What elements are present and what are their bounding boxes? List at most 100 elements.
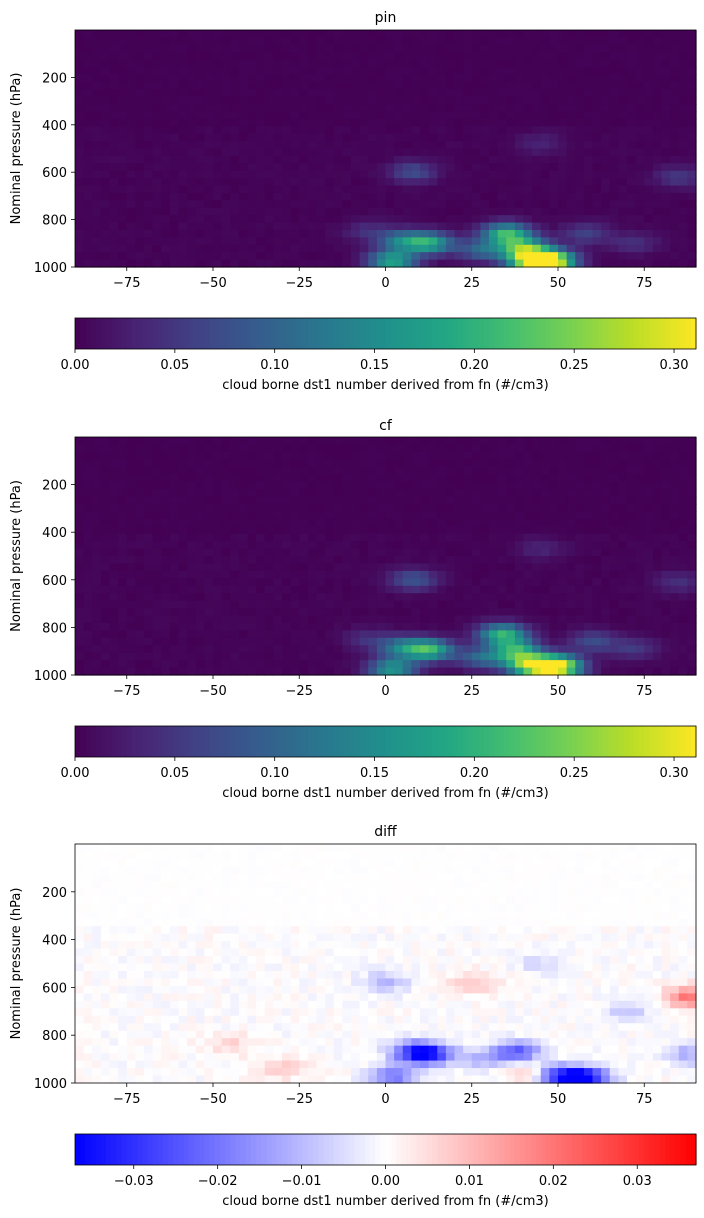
heatmap-cell [83,148,93,157]
heatmap-cell [100,163,111,172]
heatmap-cell [601,229,611,238]
heatmap-cell [523,37,533,46]
heatmap-cell [213,481,223,490]
heatmap-cell [687,163,697,172]
heatmap-cell [204,578,214,587]
heatmap-cell [238,89,249,98]
heatmap-cell [100,67,111,76]
heatmap-cell [445,630,456,639]
heatmap-cell [627,459,637,468]
heatmap-cell [152,178,162,187]
heatmap-cell [618,652,628,661]
heatmap-cell [109,222,119,231]
heatmap-cell [290,630,300,639]
heatmap-cell [100,563,111,572]
colorbar-segment [556,318,563,349]
heatmap-cell [652,185,663,194]
heatmap-cell [687,252,697,261]
heatmap-cell [566,622,576,631]
heatmap-cell [394,30,404,39]
heatmap-cell [618,178,628,187]
heatmap-cell [618,667,628,676]
heatmap-cell [359,59,369,68]
heatmap-cell [230,541,240,550]
heatmap-cell [428,533,438,542]
heatmap-cell [204,481,214,490]
heatmap-cell [445,252,456,261]
heatmap-cell [678,466,688,475]
heatmap-cell [247,496,257,505]
heatmap-cell [394,518,404,527]
heatmap-cell [118,844,128,853]
y-tick-label: 400 [42,526,67,541]
heatmap-cell [204,170,214,179]
heatmap-cell [118,459,128,468]
heatmap-cell [221,533,231,542]
heatmap-cell [540,59,550,68]
heatmap-cell [83,844,93,853]
heatmap-cell [178,548,188,557]
heatmap-cell [463,645,473,654]
heatmap-cell [540,126,550,135]
colorbar-segment [90,726,97,757]
heatmap-cell [437,556,447,565]
heatmap-cell [428,652,438,661]
heatmap-cell [376,548,387,557]
heatmap-cell [195,489,205,498]
heatmap-cell [325,563,335,572]
heatmap-cell [316,200,326,209]
heatmap-cell [118,44,128,53]
heatmap-cell [144,466,154,475]
heatmap-cell [385,541,395,550]
heatmap-cell [282,163,292,172]
heatmap-cell [437,126,447,135]
heatmap-cell [532,170,542,179]
heatmap-cell [144,170,154,179]
heatmap-cell [471,252,481,261]
heatmap-cell [652,96,663,105]
heatmap-cell [92,526,102,535]
heatmap-cell [463,622,473,631]
heatmap-cell [247,459,257,468]
heatmap-cell [394,503,404,512]
heatmap-cell [152,548,162,557]
heatmap-cell [609,163,619,172]
heatmap-cell [575,622,585,631]
heatmap-cell [506,637,516,646]
heatmap-cell [592,556,602,565]
heatmap-cell [376,481,387,490]
heatmap-cell [454,170,464,179]
heatmap-cell [618,104,628,113]
heatmap-cell [325,59,335,68]
heatmap-cell [687,526,697,535]
heatmap-cell [661,244,671,253]
heatmap-cell [368,444,378,453]
heatmap-cell [221,578,231,587]
heatmap-cell [187,459,197,468]
heatmap-cell [264,59,274,68]
heatmap-cell [506,489,516,498]
heatmap-cell [230,192,240,201]
heatmap-cell [351,178,361,187]
heatmap-cell [670,593,680,602]
heatmap-cell [238,222,249,231]
heatmap-cell [566,652,576,661]
heatmap-cell [437,608,447,617]
heatmap-cell [609,259,619,268]
heatmap-cell [566,44,576,53]
heatmap-cell [445,526,456,535]
heatmap-cell [118,593,128,602]
heatmap-cell [514,652,525,661]
heatmap-cell [273,444,283,453]
heatmap-cell [618,244,628,253]
heatmap-cell [394,608,404,617]
heatmap-cell [566,556,576,565]
heatmap-cell [644,252,654,261]
heatmap-cell [514,163,525,172]
heatmap-cell [126,563,136,572]
heatmap-cell [342,660,352,669]
heatmap-cell [333,548,343,557]
heatmap-cell [566,237,576,246]
heatmap-cell [601,496,611,505]
colorbar-segment [178,726,185,757]
